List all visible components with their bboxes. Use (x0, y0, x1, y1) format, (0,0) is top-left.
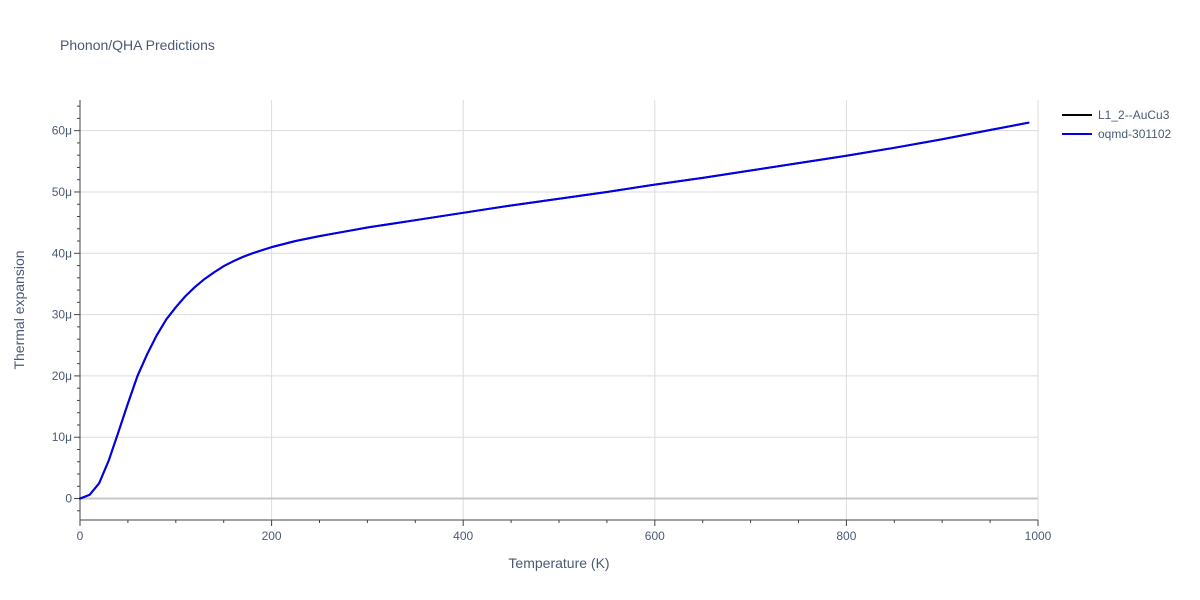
x-tick-label: 600 (645, 529, 665, 543)
y-tick-label: 20μ (52, 369, 72, 383)
x-tick-label: 1000 (1025, 529, 1052, 543)
x-tick-label: 800 (836, 529, 856, 543)
legend-item-2[interactable]: oqmd-301102 (1062, 127, 1171, 141)
y-tick-label: 60μ (52, 124, 72, 138)
series-line-2 (79, 121, 1030, 500)
y-tick-label: 10μ (52, 430, 72, 444)
axes (74, 100, 1039, 526)
x-tick-label: 200 (262, 529, 282, 543)
y-tick-label: 0 (65, 492, 72, 506)
tick-labels: 0 200 400 600 800 1000 0 10μ 20μ 30μ 40μ 50μ 60μ (52, 124, 1052, 543)
y-axis-title: Thermal expansion (11, 250, 27, 369)
legend-label: L1_2--AuCu3 (1098, 108, 1170, 122)
legend-label: oqmd-301102 (1098, 127, 1171, 141)
y-tick-label: 30μ (52, 308, 72, 322)
x-tick-label: 0 (77, 529, 84, 543)
x-tick-label: 400 (453, 529, 473, 543)
legend-item-1[interactable]: L1_2--AuCu3 (1062, 108, 1170, 122)
y-tick-label: 40μ (52, 246, 72, 260)
series-layer (79, 121, 1030, 500)
grid (80, 100, 1039, 520)
series-line-1 (79, 121, 1030, 500)
chart-title: Phonon/QHA Predictions (60, 37, 215, 53)
y-tick-label: 50μ (52, 185, 72, 199)
legend[interactable]: L1_2--AuCu3 oqmd-301102 (1062, 108, 1171, 141)
x-axis-title: Temperature (K) (508, 555, 609, 571)
